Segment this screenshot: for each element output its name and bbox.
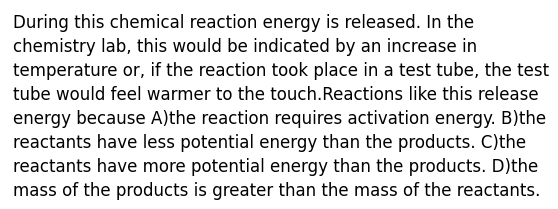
Text: mass of the products is greater than the mass of the reactants.: mass of the products is greater than the…	[13, 182, 540, 200]
Text: energy because A)the reaction requires activation energy. B)the: energy because A)the reaction requires a…	[13, 110, 546, 128]
Text: reactants have less potential energy than the products. C)the: reactants have less potential energy tha…	[13, 134, 526, 152]
Text: During this chemical reaction energy is released. In the: During this chemical reaction energy is …	[13, 14, 474, 32]
Text: tube would feel warmer to the touch.Reactions like this release: tube would feel warmer to the touch.Reac…	[13, 86, 538, 104]
Text: temperature or, if the reaction took place in a test tube, the test: temperature or, if the reaction took pla…	[13, 62, 549, 80]
Text: chemistry lab, this would be indicated by an increase in: chemistry lab, this would be indicated b…	[13, 38, 477, 56]
Text: reactants have more potential energy than the products. D)the: reactants have more potential energy tha…	[13, 158, 538, 176]
